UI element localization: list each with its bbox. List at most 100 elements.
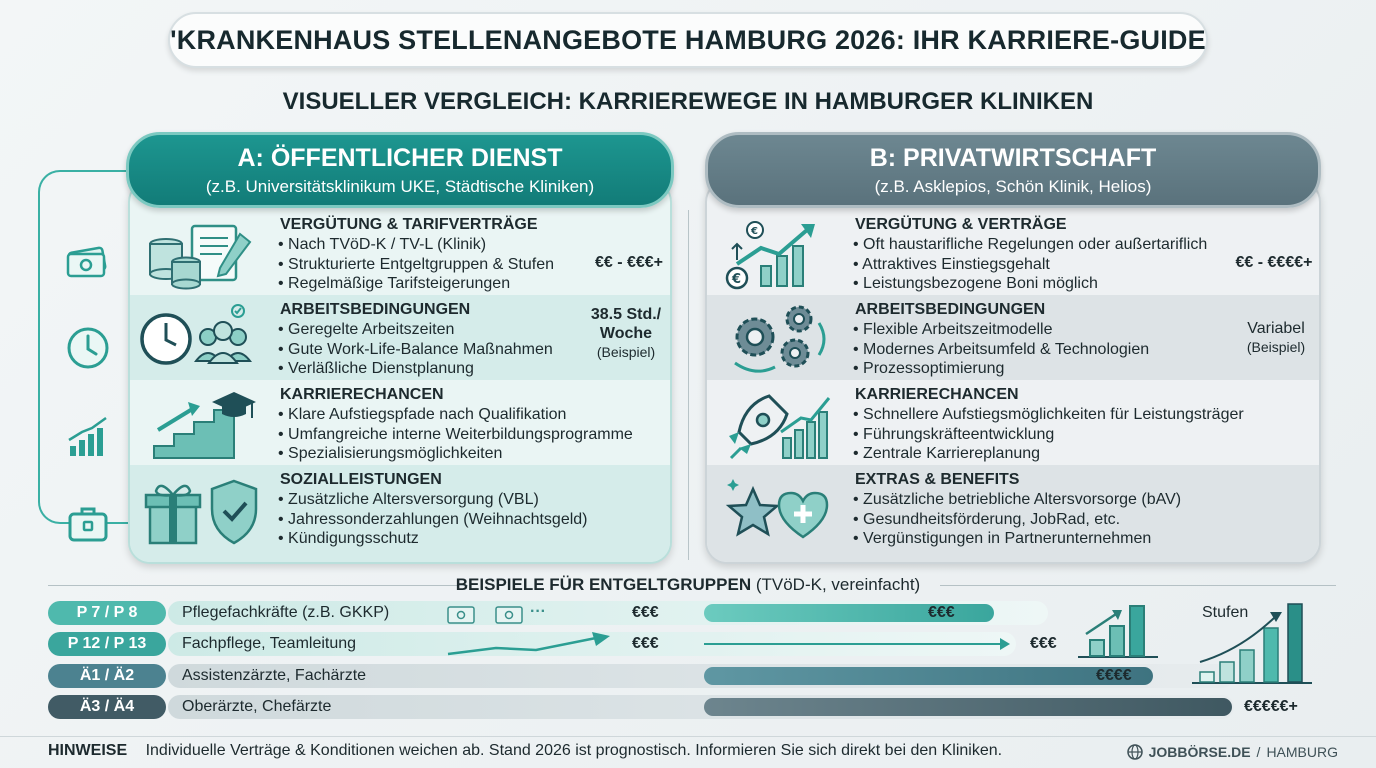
clock-team-icon (140, 304, 253, 365)
pay-mid-value: €€€ (632, 604, 659, 621)
main-title: 'KRANKENHAUS STELLENANGEBOTE HAMBURG 202… (168, 12, 1208, 68)
list-item: Geregelte Arbeitszeiten (278, 320, 553, 340)
list-item: Spezialisierungsmöglichkeiten (278, 444, 633, 464)
pay-growth-chart-icon (1078, 605, 1158, 658)
row-value: Variabel (1247, 320, 1305, 337)
clock-icon (67, 327, 109, 369)
list-item: Kündigungsschutz (278, 529, 588, 549)
footer-notes: HINWEISE Individuelle Verträge & Konditi… (48, 742, 1002, 760)
row-items: Oft haustarifliche Regelungen oder außer… (853, 235, 1207, 294)
rocket-chart-icon (729, 394, 831, 460)
section-rule-left (48, 585, 468, 586)
row-items: Klare Aufstiegspfade nach Qualifikation … (278, 405, 633, 464)
list-item: Strukturierte Entgeltgruppen & Stufen (278, 255, 554, 275)
pay-level-bar (704, 667, 1153, 685)
row-value: €€ - €€€+ (594, 254, 664, 271)
page-subtitle: VISUELLER VERGLEICH: KARRIEREWEGE IN HAM… (282, 88, 1094, 115)
banknotes-icon (447, 606, 523, 624)
pay-end-value: €€€€ (1096, 667, 1132, 684)
panel-a-title: A: ÖFFENTLICHER DIENST (237, 144, 563, 172)
list-item: Modernes Arbeitsumfeld & Technologien (853, 340, 1149, 360)
list-item: Umfangreiche interne Weiterbildungsprogr… (278, 425, 633, 445)
row-items: Zusätzliche betriebliche Altersvorsorge … (853, 490, 1181, 549)
row-b-karriere: KARRIERECHANCEN Schnellere Aufstiegsmögl… (707, 380, 1319, 465)
pay-arrow-head (1000, 638, 1010, 650)
row-value-note: (Beispiel) (596, 344, 656, 360)
pay-section-heading: BEISPIELE FÜR ENTGELTGRUPPEN (455, 575, 752, 594)
coins-contract-icon (149, 224, 252, 290)
list-item: Attraktives Einstiegsgehalt (853, 255, 1207, 275)
panel-public-service: VERGÜTUNG & TARIFVERTRÄGE Nach TVöD-K / … (128, 180, 672, 564)
row-items: Nach TVöD-K / TV-L (Klinik) Strukturiert… (278, 235, 554, 294)
svg-text:€: € (731, 272, 741, 287)
row-a-verguetung: VERGÜTUNG & TARIFVERTRÄGE Nach TVöD-K / … (130, 210, 670, 295)
list-item: Prozessoptimierung (853, 359, 1149, 379)
pay-end-value: €€€ (928, 604, 955, 621)
row-title: EXTRAS & BENEFITS (855, 471, 1020, 488)
banknotes-ellipsis: ··· (530, 603, 546, 620)
row-value: 38.5 Std./ Woche (590, 306, 662, 342)
notes-text: Individuelle Verträge & Konditionen weic… (145, 742, 1003, 759)
panel-a-header: A: ÖFFENTLICHER DIENST (z.B. Universität… (126, 132, 674, 208)
pay-mid-value: €€€ (632, 635, 659, 652)
panel-b-title: B: PRIVATWIRTSCHAFT (869, 144, 1157, 172)
stufen-label: Stufen (1202, 604, 1249, 621)
pay-group-label: Assistenzärzte, Fachärzte (182, 667, 367, 684)
brand-name: JOBBÖRSE.DE (1148, 744, 1251, 760)
section-rule-right (940, 585, 1336, 586)
brand-city: HAMBURG (1266, 744, 1338, 760)
pay-group-label: Pflegefachkräfte (z.B. GKKP) (182, 604, 390, 621)
pay-level-bar (704, 604, 994, 622)
panel-private-sector: € € VERGÜTUNG & VERTRÄGE Oft haustarifli… (705, 180, 1321, 564)
row-value-note: (Beispiel) (1246, 339, 1306, 355)
row-items: Geregelte Arbeitszeiten Gute Work-Life-B… (278, 320, 553, 379)
star-heart-icon (725, 479, 829, 539)
row-b-verguetung: € € VERGÜTUNG & VERTRÄGE Oft haustarifli… (707, 210, 1319, 295)
list-item: Flexible Arbeitszeitmodelle (853, 320, 1149, 340)
money-icon (66, 246, 107, 278)
pay-group-badge: Ä1 / Ä2 (48, 664, 166, 688)
row-title: ARBEITSBEDINGUNGEN (855, 301, 1046, 318)
pay-level-bar (704, 698, 1232, 716)
row-b-arbeitsbedingungen: ARBEITSBEDINGUNGEN Flexible Arbeitszeitm… (707, 295, 1319, 380)
row-title: ARBEITSBEDINGUNGEN (280, 301, 471, 318)
list-item: Schnellere Aufstiegsmöglichkeiten für Le… (853, 405, 1244, 425)
panel-b-subtitle: (z.B. Asklepios, Schön Klinik, Helios) (874, 177, 1152, 196)
briefcase-icon (68, 507, 108, 542)
brand[interactable]: JOBBÖRSE.DE / HAMBURG (1126, 744, 1338, 760)
growth-chart-icon (68, 416, 107, 456)
row-items: Zusätzliche Altersversorgung (VBL) Jahre… (278, 490, 588, 549)
pay-group-row: P 7 / P 8 Pflegefachkräfte (z.B. GKKP) €€€… (48, 601, 1338, 625)
pay-group-label: Oberärzte, Chefärzte (182, 698, 332, 715)
list-item: Leistungsbezogene Boni möglich (853, 274, 1207, 294)
row-value-block: Variabel (Beispiel) (1229, 319, 1319, 357)
row-a-arbeitsbedingungen: ARBEITSBEDINGUNGEN Geregelte Arbeitszeit… (130, 295, 670, 380)
stufen-chart-icon (1192, 603, 1312, 684)
list-item: Zusätzliche betriebliche Altersvorsorge … (853, 490, 1181, 510)
row-b-extras: EXTRAS & BENEFITS Zusätzliche betrieblic… (707, 465, 1319, 562)
list-item: Regelmäßige Tarifsteigerungen (278, 274, 554, 294)
row-items: Flexible Arbeitszeitmodelle Modernes Arb… (853, 320, 1149, 379)
row-title: SOZIALLEISTUNGEN (280, 471, 442, 488)
pay-section-suffix: (TVöD-K, vereinfacht) (755, 575, 921, 594)
list-item: Gesundheitsförderung, JobRad, etc. (853, 510, 1181, 530)
row-title: VERGÜTUNG & TARIFVERTRÄGE (280, 216, 538, 233)
row-a-karriere: KARRIERECHANCEN Klare Aufstiegspfade nac… (130, 380, 670, 465)
notes-label: HINWEISE (48, 742, 128, 759)
pay-group-row: P 12 / P 13 Fachpflege, Teamleitung €€€ €€€ (48, 632, 1338, 656)
list-item: Zentrale Karriereplanung (853, 444, 1244, 464)
pay-end-value: €€€€€+ (1244, 698, 1298, 715)
panel-b-header: B: PRIVATWIRTSCHAFT (z.B. Asklepios, Sch… (705, 132, 1321, 208)
list-item: Vergünstigungen in Partnerunternehmen (853, 529, 1181, 549)
footer-divider (0, 736, 1376, 737)
list-item: Klare Aufstiegspfade nach Qualifikation (278, 405, 633, 425)
gift-shield-icon (144, 479, 258, 545)
brand-separator: / (1256, 744, 1261, 760)
pay-group-badge: P 7 / P 8 (48, 601, 166, 625)
pay-level-bar (704, 643, 1004, 645)
row-value-block: 38.5 Std./ Woche (Beispiel) (576, 305, 670, 362)
pay-section-title: BEISPIELE FÜR ENTGELTGRUPPEN (TVöD-K, ve… (0, 575, 1376, 595)
pay-group-row: Ä3 / Ä4 Oberärzte, Chefärzte €€€€€+ (48, 695, 1338, 719)
list-item: Gute Work-Life-Balance Maßnahmen (278, 340, 553, 360)
list-item: Nach TVöD-K / TV-L (Klinik) (278, 235, 554, 255)
